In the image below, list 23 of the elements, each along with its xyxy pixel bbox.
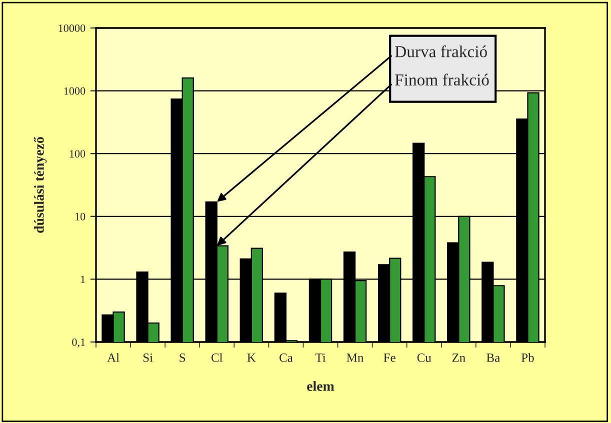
annotation: Durva frakció [395, 45, 487, 58]
x-tick-label: Pb [521, 353, 534, 362]
y-axis-title: dúsulási tényező [34, 136, 47, 233]
x-tick-label: Fe [384, 354, 396, 362]
x-tick-label: K [247, 354, 256, 362]
y-tick-label: 10 [75, 212, 86, 220]
x-tick-label: Ca [280, 354, 293, 362]
x-tick-label: Zn [452, 354, 466, 362]
x-tick-label: Si [143, 354, 153, 362]
x-tick-label: Cl [211, 353, 223, 362]
x-tick-label: Cu [417, 354, 432, 362]
x-tick-label: Al [107, 353, 120, 362]
x-tick-label: S [180, 354, 186, 362]
x-axis-title: elem [307, 381, 334, 391]
x-tick-label: Ba [486, 354, 500, 362]
y-tick-label: 10000 [58, 24, 86, 32]
y-tick-label: 100 [70, 150, 86, 158]
y-tick-label: 0,1 [72, 338, 85, 348]
x-tick-label: Ti [315, 354, 326, 362]
y-tick-label: 1 [81, 276, 85, 284]
annotation: Finom frakció [395, 74, 489, 86]
x-tick-label: Mn [346, 354, 364, 362]
y-tick-label: 1000 [64, 87, 86, 95]
